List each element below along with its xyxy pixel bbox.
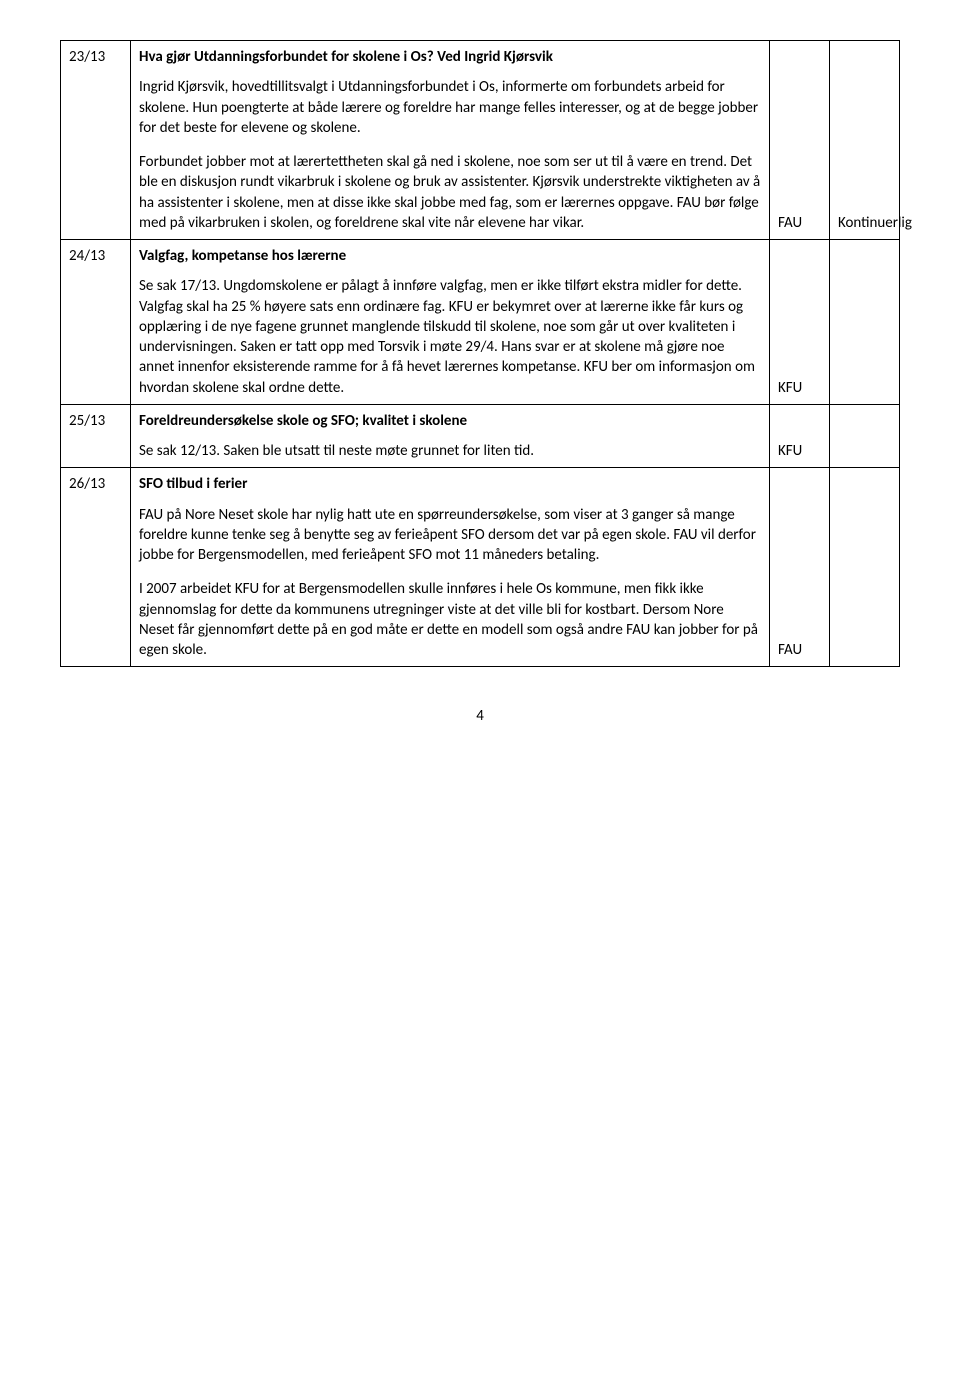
row-assignee: FAU [770, 41, 830, 240]
row-assignee: KFU [770, 240, 830, 405]
row-body: Hva gjør Utdanningsforbundet for skolene… [131, 41, 770, 240]
row-body: SFO tilbud i ferier FAU på Nore Neset sko… [131, 468, 770, 667]
row-heading: Valgfag, kompetanse hos lærerne [139, 246, 761, 266]
row-paragraph: Se sak 12/13. Saken ble utsatt til neste… [139, 441, 761, 461]
row-id: 25/13 [61, 404, 131, 468]
row-id: 26/13 [61, 468, 131, 667]
row-status: Kontinuerlig [830, 41, 900, 240]
table-row: 26/13 SFO tilbud i ferier FAU på Nore Nese… [61, 468, 900, 667]
row-paragraph: I 2007 arbeidet KFU for at Bergensmodell… [139, 579, 761, 660]
row-id: 24/13 [61, 240, 131, 405]
row-body: Valgfag, kompetanse hos lærerne Se sak 17… [131, 240, 770, 405]
row-id: 23/13 [61, 41, 131, 240]
table-body: 23/13 Hva gjør Utdanningsforbundet for sk… [61, 41, 900, 667]
row-paragraph: FAU på Nore Neset skole har nylig hatt u… [139, 505, 761, 566]
row-status [830, 468, 900, 667]
document-table: 23/13 Hva gjør Utdanningsforbundet for sk… [60, 40, 900, 667]
row-paragraph: Forbundet jobber mot at lærertettheten s… [139, 152, 761, 233]
row-paragraph: Ingrid Kjørsvik, hovedtillitsvalgt i Utd… [139, 77, 761, 138]
row-status [830, 404, 900, 468]
row-body: Foreldreundersøkelse skole og SFO; kvali… [131, 404, 770, 468]
table-row: 23/13 Hva gjør Utdanningsforbundet for sk… [61, 41, 900, 240]
row-heading: Foreldreundersøkelse skole og SFO; kvali… [139, 411, 761, 431]
row-heading: SFO tilbud i ferier [139, 474, 761, 494]
row-heading: Hva gjør Utdanningsforbundet for skolene… [139, 47, 761, 67]
page-number: 4 [60, 707, 900, 725]
table-row: 24/13 Valgfag, kompetanse hos lærerne Se s… [61, 240, 900, 405]
table-row: 25/13 Foreldreundersøkelse skole og SFO; … [61, 404, 900, 468]
row-assignee: KFU [770, 404, 830, 468]
row-paragraph: Se sak 17/13. Ungdomskolene er pålagt å … [139, 276, 761, 398]
row-assignee: FAU [770, 468, 830, 667]
row-status [830, 240, 900, 405]
